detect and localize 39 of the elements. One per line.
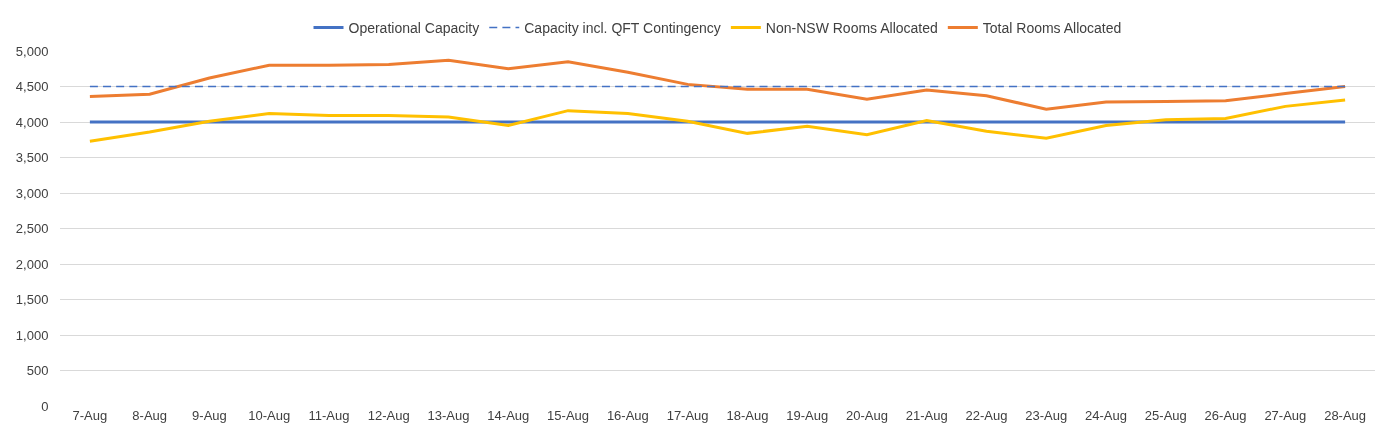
x-tick-label: 25-Aug [1144,408,1187,423]
x-tick-label: 21-Aug [905,408,948,423]
x-tick-label: 22-Aug [965,408,1008,423]
x-tick-label: 23-Aug [1025,408,1068,423]
line-series [88,98,1347,143]
x-tick-label: 27-Aug [1264,408,1307,423]
x-tick-label: 14-Aug [487,408,530,423]
legend-label: Capacity incl. QFT Contingency [524,19,721,36]
x-tick-label: 13-Aug [427,408,470,423]
x-tick-label: 26-Aug [1204,408,1247,423]
x-tick-label: 16-Aug [606,408,649,423]
y-tick-label: 1,500 [15,292,49,308]
x-tick-label: 8-Aug [132,408,168,423]
x-tick-label: 15-Aug [547,408,590,423]
y-tick-label: 4,000 [15,114,49,130]
x-tick-label: 10-Aug [248,408,291,423]
y-tick-label: 4,500 [15,79,49,95]
y-tick-label: 3,000 [15,185,49,201]
x-tick-label: 7-Aug [72,408,108,423]
y-tick-label: 2,000 [15,256,49,272]
y-tick-label: 1,000 [15,327,49,343]
x-tick-label: 17-Aug [666,408,709,423]
x-tick-label: 12-Aug [367,408,410,423]
x-tick-label: 20-Aug [845,408,888,423]
x-tick-label: 11-Aug [308,408,350,423]
x-tick-label: 18-Aug [726,408,769,423]
x-tick-label: 19-Aug [786,408,829,423]
legend-label: Total Rooms Allocated [982,19,1122,36]
legend-label: Operational Capacity [348,19,480,36]
x-tick-label: 9-Aug [192,408,227,423]
x-tick-label: 28-Aug [1324,408,1367,423]
x-tick-label: 24-Aug [1085,408,1127,423]
y-tick-label: 5,000 [15,43,49,59]
legend-label: Non-NSW Rooms Allocated [765,19,938,36]
y-tick-label: 2,500 [15,221,49,237]
line-series [88,58,1347,111]
y-tick-label: 3,500 [15,150,49,166]
y-tick-label: 500 [26,363,49,379]
y-tick-label: 0 [41,398,49,414]
